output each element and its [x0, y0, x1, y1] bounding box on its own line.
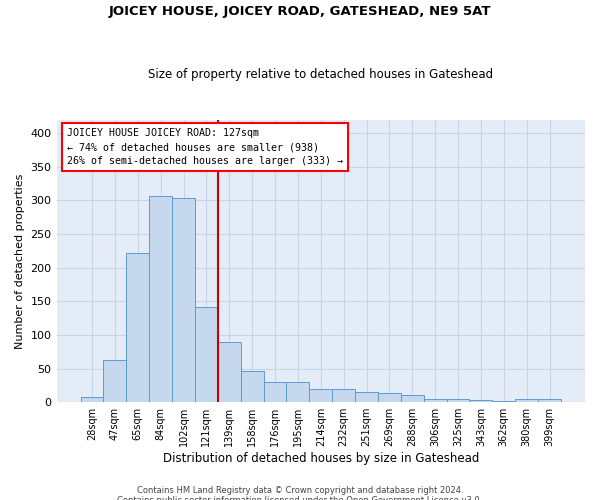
Title: Size of property relative to detached houses in Gateshead: Size of property relative to detached ho… — [148, 68, 493, 81]
Bar — [103, 360, 127, 402]
Bar — [218, 342, 241, 402]
Bar — [286, 382, 310, 402]
Y-axis label: Number of detached properties: Number of detached properties — [15, 174, 25, 348]
Text: JOICEY HOUSE JOICEY ROAD: 127sqm
← 74% of detached houses are smaller (938)
26% : JOICEY HOUSE JOICEY ROAD: 127sqm ← 74% o… — [67, 128, 343, 166]
Bar — [310, 389, 332, 402]
Bar — [424, 399, 446, 402]
Bar — [469, 400, 493, 402]
Bar — [127, 253, 149, 402]
Bar — [149, 196, 172, 402]
Text: JOICEY HOUSE, JOICEY ROAD, GATESHEAD, NE9 5AT: JOICEY HOUSE, JOICEY ROAD, GATESHEAD, NE… — [109, 5, 491, 18]
Bar — [515, 399, 538, 402]
Bar — [195, 308, 218, 402]
Bar — [332, 389, 355, 402]
Bar — [263, 382, 286, 402]
Bar — [401, 395, 424, 402]
X-axis label: Distribution of detached houses by size in Gateshead: Distribution of detached houses by size … — [163, 452, 479, 465]
Text: Contains HM Land Registry data © Crown copyright and database right 2024.: Contains HM Land Registry data © Crown c… — [137, 486, 463, 495]
Bar — [172, 198, 195, 402]
Bar — [355, 392, 378, 402]
Bar — [446, 399, 469, 402]
Bar — [80, 397, 103, 402]
Bar — [378, 394, 401, 402]
Bar — [493, 401, 515, 402]
Bar — [538, 399, 561, 402]
Text: Contains public sector information licensed under the Open Government Licence v3: Contains public sector information licen… — [118, 496, 482, 500]
Bar — [241, 372, 263, 402]
